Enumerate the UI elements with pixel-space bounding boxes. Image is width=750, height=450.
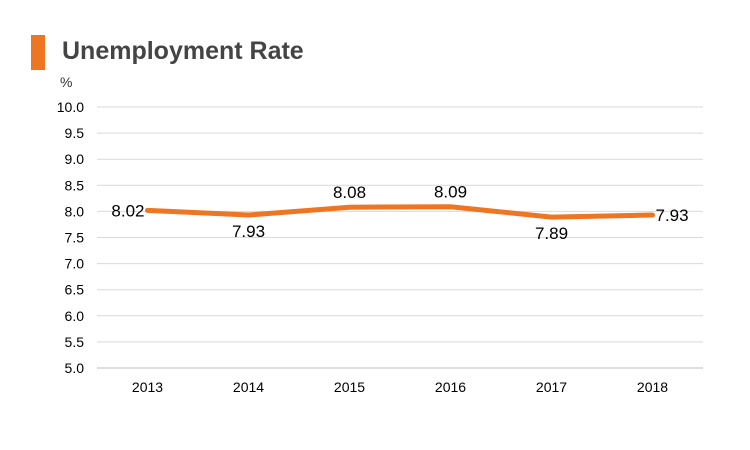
series-line xyxy=(145,204,655,220)
x-tick-labels: 2013 2014 2015 2016 2017 2018 xyxy=(132,379,668,395)
data-label: 7.93 xyxy=(656,206,689,225)
y-tick-label: 8.5 xyxy=(65,177,85,193)
series xyxy=(145,204,655,220)
y-tick-label: 10.0 xyxy=(57,99,84,115)
y-tick-label: 6.5 xyxy=(65,282,85,298)
x-tick-label: 2018 xyxy=(637,379,668,395)
x-tick-label: 2013 xyxy=(132,379,163,395)
y-tick-label: 5.0 xyxy=(65,360,85,376)
y-tick-label: 9.5 xyxy=(65,125,85,141)
data-label: 8.02 xyxy=(111,201,144,220)
y-tick-labels: 5.0 5.5 6.0 6.5 7.0 7.5 8.0 8.5 9.0 9.5 10.0 xyxy=(57,99,84,376)
chart-title: Unemployment Rate xyxy=(62,37,304,65)
y-tick-label: 8.0 xyxy=(65,203,85,219)
x-tick-label: 2017 xyxy=(536,379,567,395)
data-label: 8.09 xyxy=(434,183,467,202)
y-tick-label: 6.0 xyxy=(65,308,85,324)
gridlines xyxy=(97,106,703,343)
y-tick-label: 9.0 xyxy=(65,151,85,167)
x-tick-label: 2016 xyxy=(435,379,466,395)
y-tick-label: 7.5 xyxy=(65,230,85,246)
data-label: 7.93 xyxy=(232,222,265,241)
x-tick-label: 2015 xyxy=(334,379,365,395)
y-tick-label: 7.0 xyxy=(65,256,85,272)
data-labels: 8.02 7.93 8.08 8.09 7.89 7.93 xyxy=(111,183,688,243)
data-label: 8.08 xyxy=(333,183,366,202)
title-accent-bar xyxy=(31,35,45,70)
data-label: 7.89 xyxy=(535,224,568,243)
y-axis-unit-label: % xyxy=(60,74,73,90)
y-tick-label: 5.5 xyxy=(65,334,85,350)
x-tick-label: 2014 xyxy=(233,379,264,395)
